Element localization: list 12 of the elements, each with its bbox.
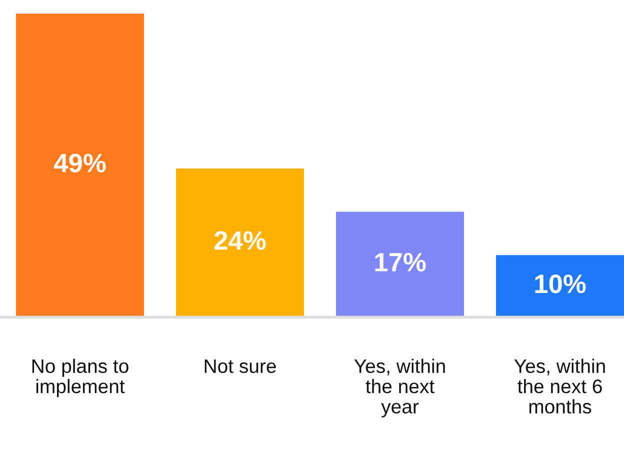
data-label: 17% <box>375 252 426 272</box>
bar <box>176 168 304 318</box>
x-tick-label: Not sure <box>204 359 276 374</box>
data-label: 24% <box>214 231 266 250</box>
bar <box>16 14 144 318</box>
bar <box>336 212 464 318</box>
x-tick-label: Yes, within the next 6 months <box>514 358 605 414</box>
data-label: 10% <box>535 274 586 294</box>
x-tick-label: Yes, within the next year <box>354 358 445 418</box>
data-label: 49% <box>54 154 106 172</box>
x-tick-label: No plans to implement <box>32 358 128 398</box>
bar <box>496 255 624 318</box>
